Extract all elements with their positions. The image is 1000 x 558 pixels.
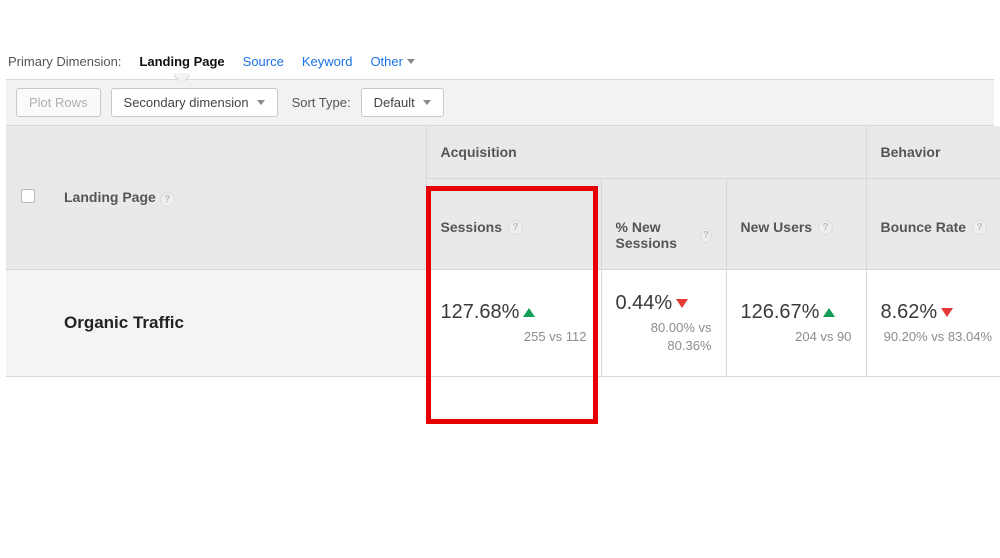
sort-type-select[interactable]: Default xyxy=(361,88,444,117)
column-header-bounce-rate[interactable]: Bounce Rate ? xyxy=(866,179,1000,270)
chevron-down-icon xyxy=(407,59,415,64)
active-tab-indicator xyxy=(174,73,190,81)
column-header-landing-page[interactable]: Landing Page xyxy=(64,189,156,205)
report-table-wrap: Landing Page ? Acquisition Behavior Sess… xyxy=(6,126,994,377)
column-group-behavior: Behavior xyxy=(866,126,1000,179)
analytics-report-panel: Primary Dimension: Landing Page Source K… xyxy=(0,0,1000,377)
help-icon[interactable]: ? xyxy=(508,220,523,235)
column-group-acquisition: Acquisition xyxy=(426,126,866,179)
trend-up-icon xyxy=(823,308,835,317)
cell-sessions: 127.68% 255 vs 112 xyxy=(426,270,601,377)
dimension-tab-landing-page[interactable]: Landing Page xyxy=(139,54,224,69)
chevron-down-icon xyxy=(423,100,431,105)
trend-down-icon xyxy=(676,299,688,308)
column-header-pct-new-sessions[interactable]: % New Sessions ? xyxy=(601,179,726,270)
column-header-new-users[interactable]: New Users ? xyxy=(726,179,866,270)
trend-down-icon xyxy=(941,308,953,317)
column-header-sessions[interactable]: Sessions ? xyxy=(426,179,601,270)
dimension-tab-source[interactable]: Source xyxy=(243,54,284,69)
dimension-tab-keyword[interactable]: Keyword xyxy=(302,54,353,69)
table-row: Organic Traffic 127.68% 255 vs 112 0.44% xyxy=(6,270,1000,377)
select-all-checkbox[interactable] xyxy=(21,189,35,203)
help-icon[interactable]: ? xyxy=(972,220,987,235)
help-icon[interactable]: ? xyxy=(160,192,175,207)
sort-type-label: Sort Type: xyxy=(292,95,351,110)
help-icon[interactable]: ? xyxy=(818,220,833,235)
report-table: Landing Page ? Acquisition Behavior Sess… xyxy=(6,126,1000,377)
row-segment-name: Organic Traffic xyxy=(20,313,412,333)
chevron-down-icon xyxy=(257,100,265,105)
primary-dimension-row: Primary Dimension: Landing Page Source K… xyxy=(6,50,994,79)
secondary-dimension-select[interactable]: Secondary dimension xyxy=(111,88,278,117)
primary-dimension-label: Primary Dimension: xyxy=(8,54,121,69)
table-toolbar: Plot Rows Secondary dimension Sort Type:… xyxy=(6,79,994,126)
cell-new-users: 126.67% 204 vs 90 xyxy=(726,270,866,377)
help-icon[interactable]: ? xyxy=(700,228,711,243)
column-group-header-row: Landing Page ? Acquisition Behavior xyxy=(6,126,1000,179)
cell-bounce-rate: 8.62% 90.20% vs 83.04% xyxy=(866,270,1000,377)
cell-pct-new-sessions: 0.44% 80.00% vs 80.36% xyxy=(601,270,726,377)
dimension-tab-other[interactable]: Other xyxy=(370,54,415,69)
trend-up-icon xyxy=(523,308,535,317)
plot-rows-button[interactable]: Plot Rows xyxy=(16,88,101,117)
